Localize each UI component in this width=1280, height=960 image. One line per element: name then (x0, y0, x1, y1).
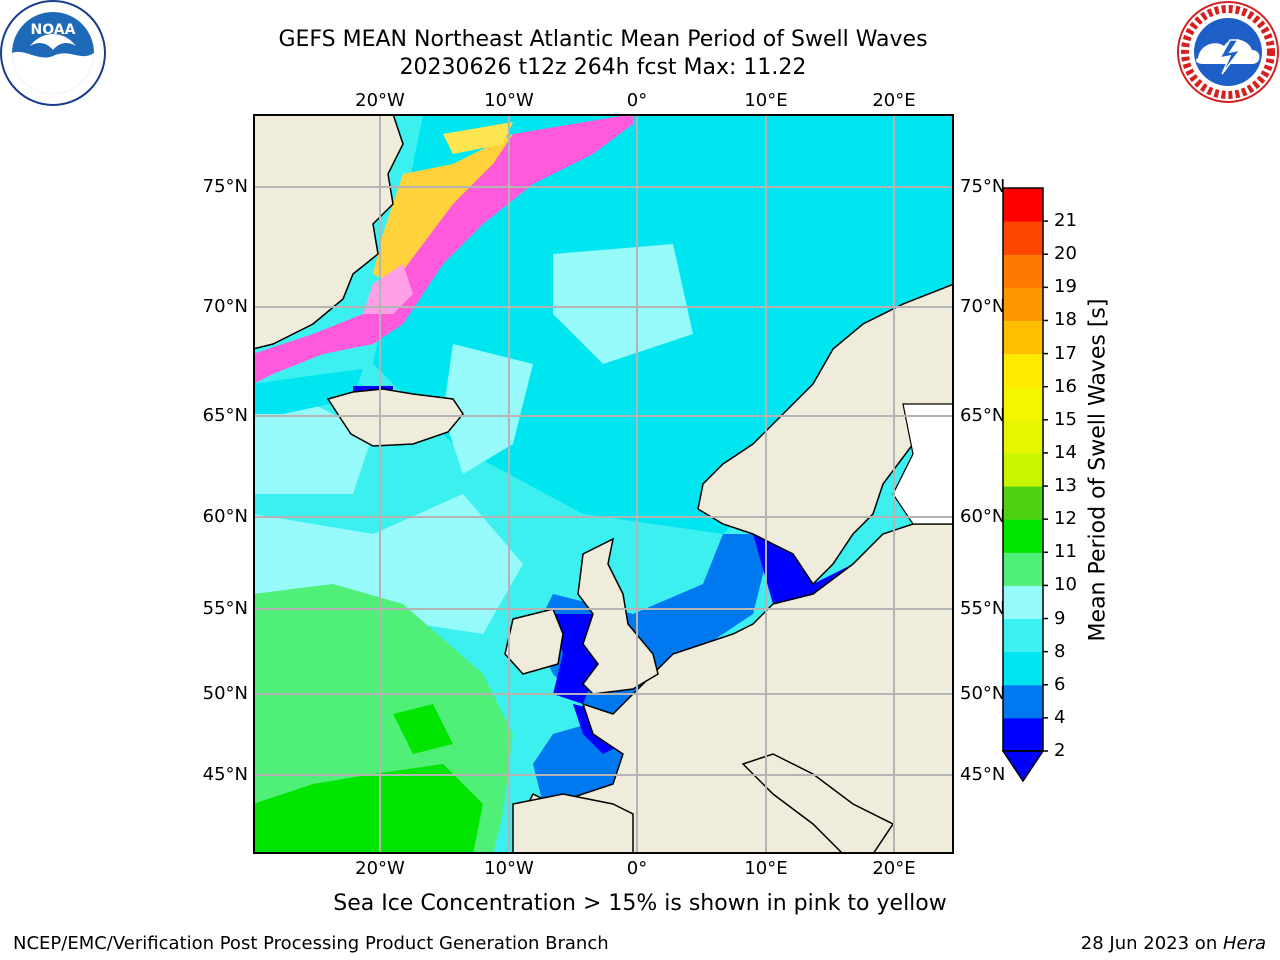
colorbar-frame (1002, 187, 1044, 752)
colorbar-cell (1003, 419, 1043, 454)
ireland-land (504, 608, 564, 675)
sea-ice-region (363, 264, 413, 314)
lon-label-bottom: 0° (626, 858, 648, 879)
colorbar-tick-label: 19 (1054, 276, 1077, 298)
colorbar-under-arrow (1001, 750, 1045, 783)
colorbar-cell (1003, 188, 1043, 222)
lat-label-left: 75°N (202, 176, 248, 197)
colorbar-tick-label: 14 (1054, 441, 1077, 463)
colorbar-cell (1003, 651, 1043, 686)
footer-date-text: 28 Jun 2023 on (1080, 933, 1223, 954)
lat-label-left: 50°N (202, 683, 248, 704)
colorbar-cell (1003, 254, 1043, 288)
colorbar-tick-label: 16 (1054, 375, 1077, 397)
lat-label-left: 45°N (202, 764, 248, 785)
lat-label-left: 55°N (202, 598, 248, 619)
italy-land (741, 753, 895, 854)
colorbar-tick-label: 12 (1054, 508, 1077, 530)
colorbar-cell (1003, 486, 1043, 520)
colorbar-cell (1003, 320, 1043, 355)
chart-title: GEFS MEAN Northeast Atlantic Mean Period… (278, 27, 928, 52)
colorbar-cell (1003, 386, 1043, 421)
sea-ice-region (443, 122, 513, 154)
lon-label-bottom: 20°W (355, 858, 405, 879)
colorbar-tick-label: 20 (1054, 243, 1077, 265)
swell-period-map (253, 114, 954, 854)
colorbar-cell (1003, 552, 1043, 586)
graticule (253, 114, 954, 854)
colorbar-tick-label: 9 (1054, 607, 1066, 629)
footer-date: 28 Jun 2023 on Hera (1081, 933, 1266, 954)
greenland-land (253, 114, 404, 350)
ocean-region (393, 704, 453, 754)
lat-label-left: 70°N (202, 296, 248, 317)
colorbar-tick-label: 17 (1054, 342, 1077, 364)
colorbar-tick-label: 4 (1054, 706, 1066, 728)
lon-label-top: 10°W (484, 90, 534, 111)
lon-label-top: 10°E (744, 90, 788, 111)
lat-label-right: 50°N (960, 683, 1006, 704)
colorbar-cell (1003, 684, 1043, 719)
colorbar-tick-label: 18 (1054, 309, 1077, 331)
colorbar-cell (1003, 717, 1043, 752)
colorbar-cell (1003, 353, 1043, 388)
colorbar (1001, 187, 1048, 783)
iceland-land (326, 388, 464, 447)
lat-label-right: 70°N (960, 296, 1006, 317)
lat-label-left: 65°N (202, 405, 248, 426)
svg-text:NOAA: NOAA (31, 22, 76, 38)
ocean-region (253, 764, 483, 854)
sea-ice-caption: Sea Ice Concentration > 15% is shown in … (333, 891, 947, 916)
colorbar-cell (1003, 585, 1043, 620)
colorbar-tick-label: 8 (1054, 640, 1066, 662)
lat-label-right: 45°N (960, 764, 1006, 785)
map-frame (253, 114, 954, 854)
noaa-logo: NOAA (0, 0, 106, 106)
lon-label-bottom: 20°E (872, 858, 916, 879)
colorbar-tick-label: 13 (1054, 475, 1077, 497)
colorbar-tick-label: 11 (1054, 541, 1077, 563)
ocean-region (553, 244, 693, 364)
footer-host: Hera (1222, 933, 1266, 954)
lon-label-bottom: 10°W (484, 858, 534, 879)
lat-label-right: 75°N (960, 176, 1006, 197)
lon-label-top: 0° (626, 90, 648, 111)
colorbar-cell (1003, 221, 1043, 255)
iberia-coast (512, 793, 634, 854)
colorbar-cell (1003, 618, 1043, 653)
sea-ice-region (253, 114, 633, 384)
colorbar-tick-label: 2 (1054, 740, 1066, 761)
lon-label-top: 20°E (872, 90, 916, 111)
lon-label-bottom: 10°E (744, 858, 788, 879)
footer-credit: NCEP/EMC/Verification Post Processing Pr… (13, 933, 609, 954)
colorbar-title: Mean Period of Swell Waves [s] (1085, 298, 1111, 642)
lat-label-right: 55°N (960, 598, 1006, 619)
lon-label-top: 20°W (355, 90, 405, 111)
gulf-of-bothnia (892, 403, 954, 525)
lat-label-left: 60°N (202, 506, 248, 527)
colorbar-tick-label: 21 (1054, 210, 1077, 232)
ocean-region (253, 404, 373, 494)
colorbar-tick-label: 6 (1054, 673, 1066, 695)
chart-subtitle: 20230626 t12z 264h fcst Max: 11.22 (399, 55, 807, 80)
colorbar-tick-label: 15 (1054, 408, 1077, 430)
colorbar-tick-label: 10 (1054, 574, 1077, 596)
nws-logo (1177, 1, 1279, 103)
colorbar-cell (1003, 452, 1043, 487)
lat-label-right: 60°N (960, 506, 1006, 527)
lat-label-right: 65°N (960, 405, 1006, 426)
sea-ice-region (373, 134, 513, 284)
ocean-region (443, 344, 533, 474)
colorbar-cell (1003, 287, 1043, 321)
colorbar-cell (1003, 519, 1043, 553)
